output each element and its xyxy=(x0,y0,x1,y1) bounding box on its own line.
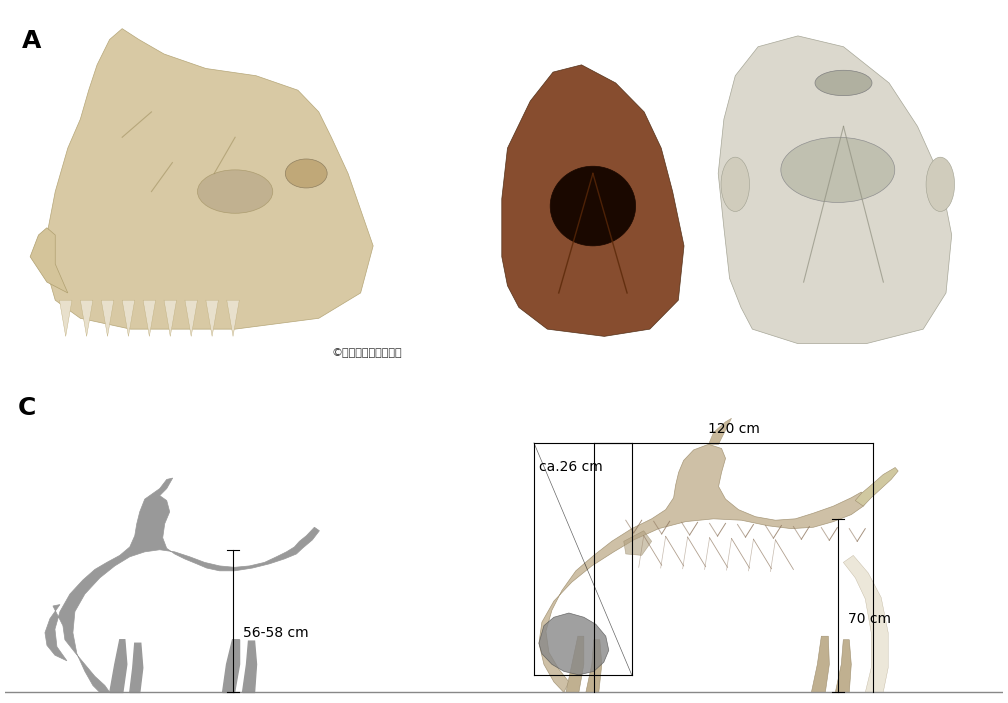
Polygon shape xyxy=(539,613,609,675)
Polygon shape xyxy=(130,643,143,692)
Polygon shape xyxy=(565,636,584,692)
Polygon shape xyxy=(844,555,888,692)
Polygon shape xyxy=(811,636,830,692)
Ellipse shape xyxy=(781,137,895,202)
Ellipse shape xyxy=(926,157,955,212)
Polygon shape xyxy=(718,36,952,344)
Polygon shape xyxy=(122,300,135,337)
Polygon shape xyxy=(46,29,373,329)
Ellipse shape xyxy=(721,157,750,212)
Polygon shape xyxy=(184,300,198,337)
Polygon shape xyxy=(59,300,72,337)
Ellipse shape xyxy=(815,70,872,96)
Text: 56-58 cm: 56-58 cm xyxy=(243,626,308,640)
Text: ca.26 cm: ca.26 cm xyxy=(539,460,603,475)
Polygon shape xyxy=(855,467,898,506)
Ellipse shape xyxy=(550,166,636,246)
Polygon shape xyxy=(110,640,127,692)
Polygon shape xyxy=(836,640,852,692)
Polygon shape xyxy=(206,300,219,337)
Text: 70 cm: 70 cm xyxy=(849,612,891,626)
Polygon shape xyxy=(586,640,602,692)
Polygon shape xyxy=(709,418,732,444)
Ellipse shape xyxy=(285,159,328,188)
Polygon shape xyxy=(223,640,240,692)
Polygon shape xyxy=(243,641,256,692)
Polygon shape xyxy=(164,300,176,337)
Polygon shape xyxy=(624,531,652,555)
Text: A: A xyxy=(22,29,41,53)
Polygon shape xyxy=(502,65,684,337)
Text: C: C xyxy=(18,396,36,420)
Text: ©国立歴史民俨博物館: ©国立歴史民俨博物館 xyxy=(332,348,402,358)
Polygon shape xyxy=(101,300,114,337)
Polygon shape xyxy=(45,478,320,692)
Text: B: B xyxy=(457,21,475,46)
Polygon shape xyxy=(143,300,155,337)
Polygon shape xyxy=(81,300,93,337)
Ellipse shape xyxy=(198,170,273,213)
Polygon shape xyxy=(539,444,868,692)
Text: 120 cm: 120 cm xyxy=(708,422,759,436)
Polygon shape xyxy=(30,228,68,293)
Polygon shape xyxy=(227,300,239,337)
